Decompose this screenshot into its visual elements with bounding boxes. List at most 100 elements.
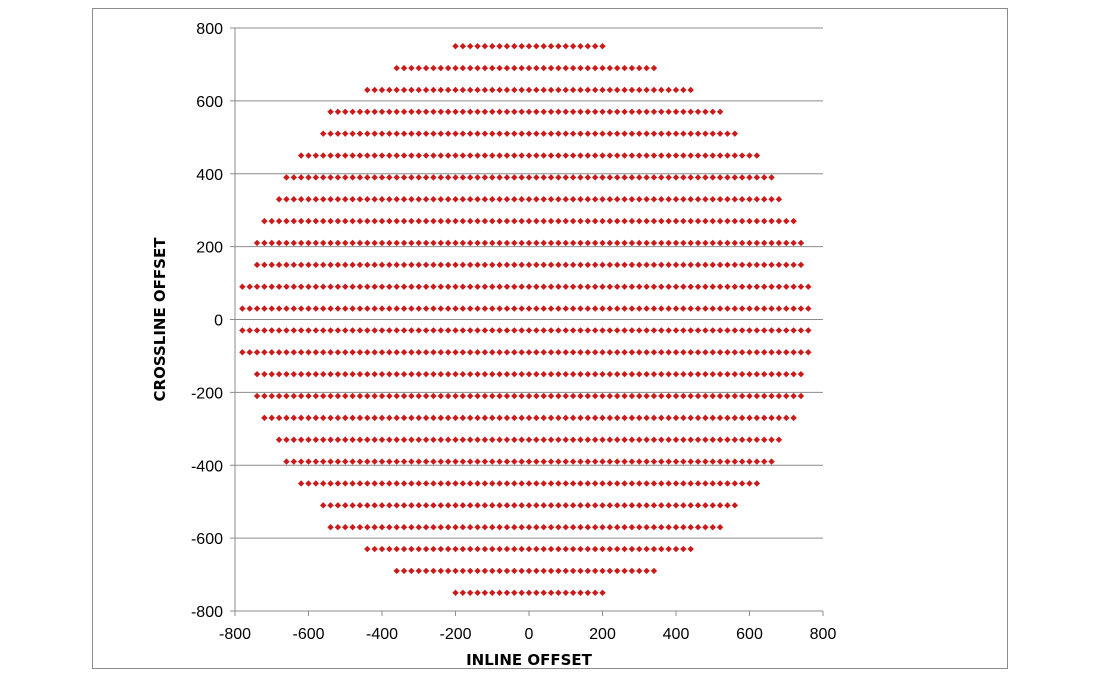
data-point [687,239,694,247]
data-point [268,217,275,225]
data-point [261,392,268,400]
data-point [312,217,320,225]
data-point [768,414,775,422]
data-point [275,283,283,290]
data-point [305,327,312,334]
x-tick-label: 200 [589,626,616,643]
data-point [606,502,614,509]
data-point [665,217,672,225]
data-point [768,239,775,247]
data-point [312,392,320,400]
data-point [378,283,386,290]
data-point [371,239,378,247]
data-point [628,174,636,181]
data-point [525,523,533,531]
data-point [577,196,584,203]
data-point [805,283,812,290]
data-point [636,86,643,94]
data-point [261,283,268,290]
data-point [408,152,415,159]
data-point [738,370,746,378]
data-point [489,43,496,50]
data-point [511,305,518,312]
data-point [584,349,591,356]
data-point [459,283,467,290]
data-point [702,458,709,465]
data-point [628,392,636,400]
data-point [591,414,599,422]
data-point [540,349,547,356]
data-point [680,523,687,531]
data-point [731,414,738,422]
data-point [694,261,702,269]
data-point [562,305,569,312]
data-point [636,414,643,422]
data-point [327,130,334,137]
data-point [386,305,393,312]
data-point [334,108,342,116]
data-point [496,152,503,159]
data-point [444,130,452,137]
data-point [386,480,393,487]
data-point [599,174,606,181]
data-point [650,283,658,290]
data-point [731,502,738,509]
data-point [547,86,555,94]
data-point [481,305,489,312]
data-point [643,414,650,422]
data-point [658,523,665,531]
data-point [775,196,783,203]
data-point [643,152,650,159]
data-point [356,239,364,247]
data-point [342,108,349,116]
data-point [334,327,342,334]
data-point [547,545,555,553]
data-point [474,523,481,531]
data-point [393,480,400,487]
data-point [525,480,533,487]
data-point [650,523,658,531]
data-point [591,261,599,269]
data-point [716,502,724,509]
data-point [364,305,371,312]
data-point [761,458,768,465]
data-point [731,239,738,247]
data-point [716,392,724,400]
data-point [489,305,496,312]
data-point [569,43,577,50]
data-point [349,436,356,443]
data-point [599,567,606,575]
data-point [400,523,408,531]
data-point [628,502,636,509]
data-point [378,480,386,487]
data-point [606,370,614,378]
data-point [716,152,724,159]
data-point [775,392,783,400]
data-point [349,392,356,400]
data-point [547,152,555,159]
data-point [768,327,775,334]
data-point [275,217,283,225]
data-point [790,327,797,334]
data-point [437,261,444,269]
data-point [783,239,790,247]
data-point [437,217,444,225]
data-point [430,108,437,116]
data-point [577,305,584,312]
data-point [540,217,547,225]
data-point [628,261,636,269]
data-point [761,174,768,181]
data-point [312,152,320,159]
data-point [562,589,569,596]
data-point [577,130,584,137]
data-point [555,349,562,356]
data-point [297,196,305,203]
data-point [768,436,775,443]
data-point [569,130,577,137]
data-point [481,414,489,422]
data-point [430,64,437,72]
data-point [320,152,327,159]
data-point [268,283,275,290]
data-point [709,349,716,356]
data-point [386,502,393,509]
